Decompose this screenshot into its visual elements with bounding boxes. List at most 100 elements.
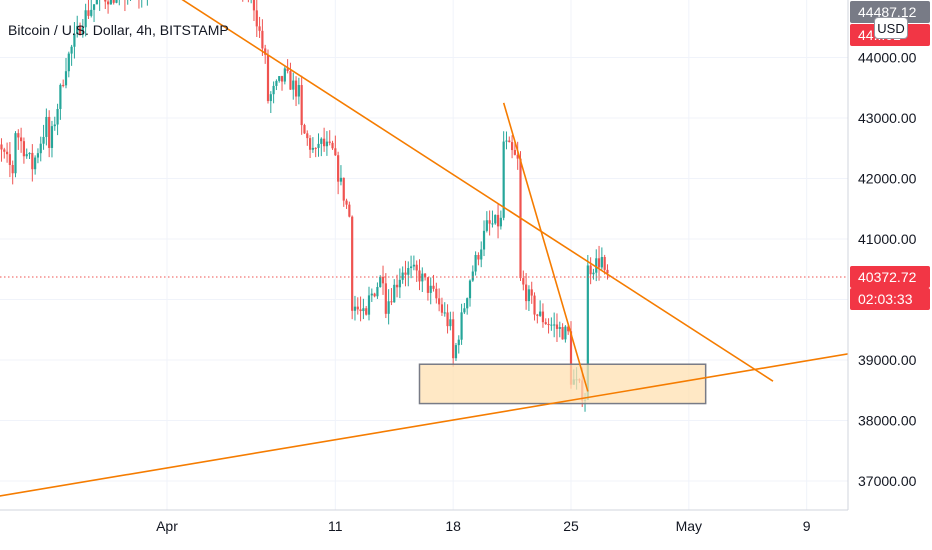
candle-up — [353, 295, 357, 321]
price-tag-bg — [850, 287, 930, 310]
candle-body — [468, 280, 472, 299]
candle-up — [39, 136, 42, 162]
price-tag-bg — [850, 265, 930, 288]
candle-body — [480, 249, 483, 260]
candle-down — [124, 0, 126, 12]
candle-down — [323, 127, 326, 152]
price-tag-label: 02:03:33 — [858, 291, 913, 307]
candle-body — [78, 25, 82, 35]
candle-body — [429, 285, 432, 293]
candle-up — [600, 247, 603, 270]
candle-body — [505, 140, 508, 142]
candle-down — [488, 210, 491, 236]
candle-down — [530, 281, 533, 304]
candle-body — [337, 155, 340, 182]
candle-up — [90, 0, 93, 18]
candle-body — [258, 26, 261, 31]
candle-body — [457, 339, 460, 346]
candle-body — [384, 283, 387, 314]
candle-body — [45, 116, 48, 137]
y-tick-label: 37000.00 — [858, 473, 917, 489]
candle-up — [118, 0, 120, 6]
candle-body — [409, 266, 413, 269]
candle-body — [541, 311, 545, 323]
candle-down — [345, 198, 348, 209]
candle-body — [70, 46, 73, 54]
candle-down — [306, 130, 309, 146]
candle-body — [404, 272, 407, 275]
candle-body — [516, 154, 519, 159]
candle-body — [255, 10, 258, 27]
candle-down — [438, 288, 441, 312]
candle-up — [370, 288, 373, 302]
x-tick-label: 18 — [445, 518, 461, 534]
candle-body — [3, 149, 6, 152]
candle-up — [362, 298, 365, 320]
candle-up — [558, 321, 561, 338]
candle-down — [314, 147, 317, 158]
support-zone — [418, 363, 707, 405]
candle-body — [320, 138, 323, 144]
candle-down — [20, 127, 23, 153]
candle-body — [482, 230, 486, 250]
candle-down — [328, 130, 331, 146]
candle-body — [533, 295, 536, 315]
candle-up — [67, 51, 70, 78]
candle-body — [311, 147, 314, 150]
candle-body — [558, 327, 561, 329]
candle-down — [533, 292, 536, 321]
candle-up — [592, 268, 595, 280]
candle-up — [92, 4, 96, 23]
candle-down — [348, 201, 351, 218]
candle-up — [99, 0, 101, 11]
candle-body — [477, 255, 480, 260]
candle-up — [463, 303, 466, 315]
candle-down — [603, 254, 606, 275]
candle-down — [138, 0, 140, 9]
candle-body — [370, 293, 373, 296]
candle-body — [84, 10, 87, 28]
candle-down — [17, 129, 20, 150]
candle-body — [544, 322, 547, 324]
candle-body — [491, 223, 494, 225]
candle-body — [367, 295, 371, 315]
candle-body — [104, 0, 107, 2]
candle-down — [597, 245, 601, 281]
candle-down — [426, 277, 430, 301]
candle-up — [443, 302, 446, 317]
candle-up — [84, 3, 87, 37]
candle-body — [527, 289, 531, 302]
candle-down — [525, 273, 528, 310]
candle-up — [376, 282, 379, 299]
candle-body — [351, 216, 354, 311]
candle-up — [76, 15, 79, 38]
candle-down — [381, 265, 385, 295]
candle-down — [508, 136, 511, 143]
currency-button[interactable]: USD — [874, 17, 908, 39]
candle-down — [242, 0, 244, 2]
candle-down — [477, 252, 480, 266]
candle-body — [432, 285, 435, 289]
candle-body — [379, 276, 382, 288]
candle-body — [381, 276, 385, 284]
price-tag-bg — [850, 1, 930, 23]
candle-up — [429, 277, 432, 305]
y-tick-label: 42000.00 — [858, 171, 917, 187]
candle-body — [440, 304, 444, 313]
price-tag-label: 40372.72 — [858, 269, 917, 285]
candle-down — [390, 288, 393, 306]
candle-body — [62, 84, 65, 86]
chart-title: Bitcoin / U.S. Dollar, 4h, BITSTAMP — [8, 22, 229, 38]
candle-down — [252, 0, 256, 22]
candle-up — [25, 148, 28, 159]
candle-down — [356, 297, 359, 315]
candle-up — [275, 79, 278, 91]
candle-up — [499, 210, 502, 230]
candle-up — [81, 19, 84, 38]
candle-up — [466, 297, 469, 315]
candle-body — [303, 125, 306, 134]
candle-body — [286, 68, 289, 72]
y-tick-label: 41000.00 — [858, 231, 917, 247]
candle-down — [48, 110, 51, 158]
